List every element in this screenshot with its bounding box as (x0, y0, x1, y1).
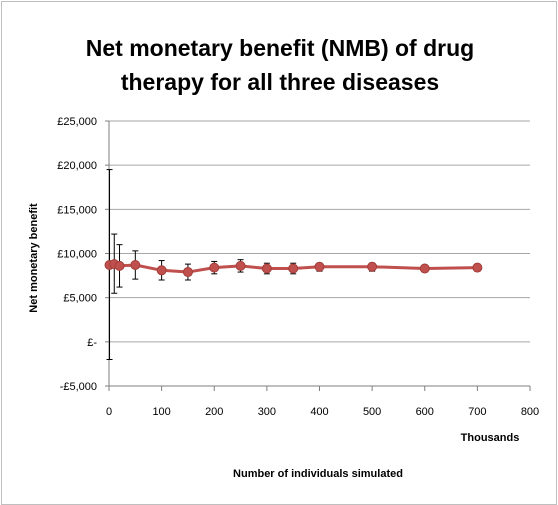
data-point (130, 259, 141, 270)
data-point (209, 262, 220, 273)
x-axis-title: Number of individuals simulated (233, 468, 403, 480)
x-tick-label: 800 (521, 406, 539, 418)
y-tick-label: £25,000 (57, 116, 97, 128)
data-point (261, 263, 272, 274)
data-point (419, 263, 430, 274)
y-tick-label: £- (87, 337, 97, 349)
y-tick-label: £15,000 (57, 204, 97, 216)
x-tick-label: 700 (468, 406, 486, 418)
y-tick-labels: -£5,000 £- £5,000 £10,000 £15,000 £20,000 £25,… (57, 116, 97, 393)
data-point (367, 261, 378, 272)
axes (105, 120, 531, 391)
x-tick-labels: 0 100 200 300 400 500 600 700 800 (106, 406, 539, 418)
chart-title-line-1: Net monetary benefit (NMB) of drug (86, 35, 474, 61)
data-point (114, 260, 125, 271)
y-tick-label: £5,000 (63, 293, 97, 305)
data-point (235, 260, 246, 271)
x-tick-label: 400 (310, 406, 328, 418)
data-point (314, 261, 325, 272)
x-tick-label: 200 (205, 406, 223, 418)
x-tick-label: 0 (106, 406, 112, 418)
data-point (182, 267, 193, 278)
x-unit-label: Thousands (461, 432, 520, 444)
y-axis-title: Net monetary benefit (28, 203, 40, 313)
data-point (288, 263, 299, 274)
x-tick-label: 600 (416, 406, 434, 418)
y-tick-label: -£5,000 (60, 381, 97, 393)
y-tick-label: £20,000 (57, 160, 97, 172)
data-point (472, 262, 483, 273)
series-nmb (104, 259, 483, 278)
x-tick-label: 100 (152, 406, 170, 418)
data-point (156, 265, 167, 276)
y-tick-label: £10,000 (57, 249, 97, 261)
x-tick-label: 300 (258, 406, 276, 418)
grid-lines (109, 120, 530, 387)
chart-title-line-2: therapy for all three diseases (121, 69, 439, 95)
x-tick-label: 500 (363, 406, 381, 418)
